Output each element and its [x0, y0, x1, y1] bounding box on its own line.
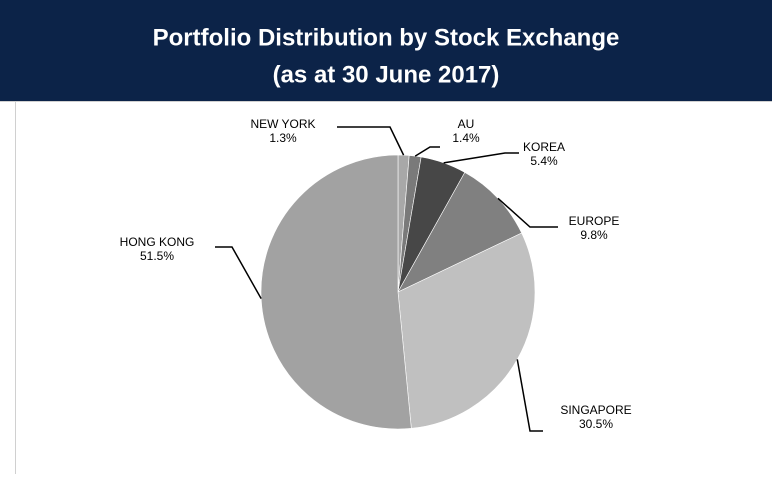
leader-line [443, 152, 519, 164]
slice-value-label: 30.5% [579, 417, 613, 431]
chart-subtitle: (as at 30 June 2017) [273, 61, 500, 88]
pie [260, 154, 536, 430]
title-banner [0, 0, 772, 101]
slice-label: SINGAPORE [560, 403, 631, 417]
chart-title: Portfolio Distribution by Stock Exchange [153, 24, 620, 51]
slice-label: KOREA [523, 140, 565, 154]
pie-slice [260, 154, 412, 430]
slice-label: HONG KONG [120, 235, 195, 249]
pie-slice [397, 171, 523, 293]
slice-label: AU [458, 117, 475, 131]
leader-line [497, 197, 558, 228]
slice-value-label: 51.5% [140, 249, 174, 263]
slice-value-label: 1.3% [269, 131, 297, 145]
slice-value-label: 5.4% [530, 154, 558, 168]
slice-label: EUROPE [569, 214, 620, 228]
slice-value-label: 1.4% [452, 131, 480, 145]
leader-line [215, 246, 262, 300]
leader-line [516, 359, 543, 432]
pie-slice [397, 232, 536, 429]
leader-line [414, 146, 440, 157]
slice-label: NEW YORK [250, 117, 315, 131]
slice-value-label: 9.8% [580, 228, 608, 242]
leader-line [337, 126, 405, 156]
